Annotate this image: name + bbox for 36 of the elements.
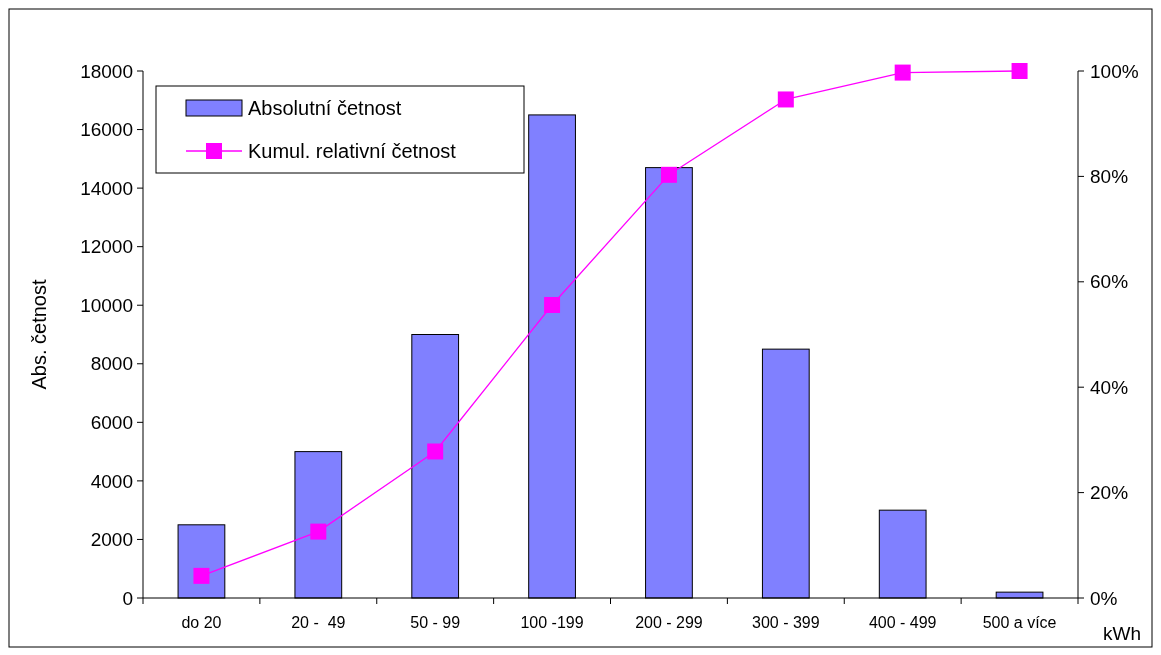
x-tick-label: 200 - 299 [635, 614, 703, 631]
point [427, 443, 444, 460]
y2-tick-label: 20% [1090, 482, 1129, 504]
point [1011, 63, 1028, 79]
legend-label: Kumul. relativní četnost [248, 140, 457, 162]
point [777, 91, 794, 108]
y2-tick-label: 80% [1090, 166, 1129, 188]
point [894, 64, 911, 81]
x-tick-label: 500 a více [982, 614, 1057, 631]
y-tick-label: 8000 [90, 353, 133, 375]
y-tick-label: 16000 [80, 119, 133, 141]
legend-label: Absolutní četnost [248, 97, 402, 119]
x-tick-label: 20 - 49 [291, 614, 346, 631]
point [193, 567, 210, 584]
point [310, 523, 327, 540]
y2-tick-label: 0% [1090, 587, 1118, 609]
y-tick-label: 0 [122, 587, 133, 609]
point [544, 296, 561, 313]
y-tick-label: 18000 [80, 60, 133, 82]
x-tick-label: 400 - 499 [868, 614, 937, 631]
x-tick-label: 50 - 99 [410, 614, 461, 631]
y-axis-title: Abs. četnost [28, 279, 50, 390]
y-tick-label: 4000 [90, 470, 133, 492]
y-tick-label: 6000 [90, 411, 133, 433]
y2-tick-label: 60% [1090, 271, 1129, 293]
x-tick-label: do 20 [181, 614, 222, 631]
x-tick-label: 300 - 399 [752, 614, 820, 631]
y2-tick-label: 100% [1090, 60, 1139, 82]
x-tick-label: 100 -199 [520, 614, 584, 631]
x-axis-title: kWh [1103, 623, 1141, 644]
y2-tick-label: 40% [1090, 376, 1129, 398]
point [660, 166, 677, 183]
y-tick-label: 2000 [90, 529, 133, 551]
y-tick-label: 12000 [80, 236, 133, 258]
y-tick-label: 14000 [80, 177, 133, 199]
y-tick-label: 10000 [80, 294, 133, 316]
